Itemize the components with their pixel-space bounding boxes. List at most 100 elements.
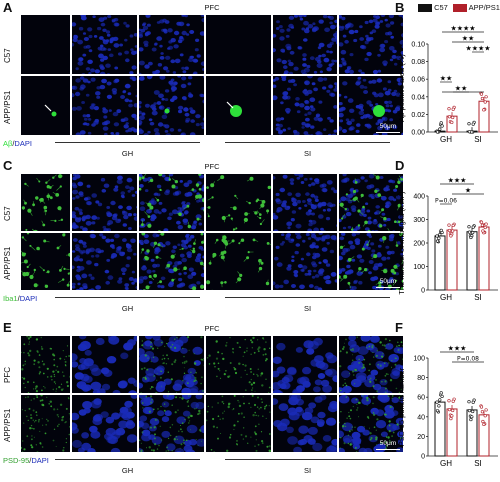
data-point [437, 236, 441, 240]
micrograph-image [206, 336, 271, 393]
data-point [483, 100, 487, 104]
panel-letter-a: A [3, 0, 13, 15]
y-tick-label: 0.04 [411, 94, 425, 101]
micrograph-tile [272, 394, 338, 453]
micrograph-tile [338, 75, 404, 136]
bar [446, 229, 458, 291]
micrograph-tile [20, 173, 71, 232]
data-point [479, 92, 484, 96]
stain-label-separator: / [12, 139, 15, 148]
y-tick-label: 0.08 [411, 59, 425, 66]
y-axis-label: The number of microglia (mm2) [397, 191, 406, 295]
micrograph-tile [71, 335, 138, 394]
data-point [482, 108, 486, 112]
micrograph-tile [20, 232, 71, 291]
micrograph-tile [138, 173, 205, 232]
y-tick-label: 0 [421, 454, 425, 461]
data-point [471, 409, 475, 414]
y-tick-label: 0 [421, 288, 425, 295]
micrograph-tile [272, 335, 338, 394]
y-tick-label: 300 [413, 217, 425, 224]
micrograph-image [139, 15, 204, 74]
data-point [447, 115, 452, 119]
micrograph-image [206, 174, 271, 231]
micrograph-tile [71, 232, 138, 291]
data-point [484, 408, 488, 412]
y-axis-label: PSD-95 puncta number [397, 367, 406, 446]
panel-e-row-label: PFC [3, 366, 12, 383]
data-point [470, 415, 474, 419]
significance-label: P=0.06 [435, 198, 457, 205]
micrograph-image [139, 76, 204, 135]
data-point [449, 234, 453, 238]
data-point [449, 417, 453, 421]
micrograph-image [339, 233, 403, 290]
y-tick-label: 100 [413, 264, 425, 271]
micrograph-tile [71, 75, 138, 136]
data-point [467, 400, 471, 404]
data-point [435, 234, 439, 238]
significance-label: ★★★ [448, 345, 467, 353]
panel-a-title: PFC [204, 3, 220, 12]
stain-label-marker: PSD-95 [3, 456, 30, 465]
micrograph-image [339, 336, 403, 393]
data-point [438, 233, 442, 237]
panel-letter-d: D [395, 158, 405, 173]
group-line [225, 459, 390, 460]
y-tick-label: 200 [413, 241, 425, 248]
micrograph-tile [338, 335, 404, 394]
data-point [481, 419, 485, 424]
data-point [447, 107, 451, 111]
data-point [447, 228, 452, 233]
micrograph-tile [205, 394, 272, 453]
group-line [225, 142, 390, 143]
micrograph-tile [205, 173, 272, 232]
significance-label: ★ [465, 187, 471, 195]
micrograph-image [339, 15, 403, 74]
data-point [484, 222, 488, 226]
scale-bar-label: 50μm [379, 123, 397, 130]
stain-label-marker: Aβ [3, 139, 13, 148]
micrograph-tile [272, 173, 338, 232]
micrograph-tile [205, 14, 272, 75]
data-point [467, 230, 472, 234]
micrograph-tile [138, 14, 205, 75]
bar [478, 100, 490, 133]
micrograph-image [21, 233, 70, 290]
micrograph-tile [20, 394, 71, 453]
group-line [55, 142, 200, 143]
y-tick-label: 100 [413, 356, 425, 363]
micrograph-image [21, 174, 70, 231]
micrograph-image [339, 174, 403, 231]
y-tick-label: 40 [417, 414, 425, 421]
data-point [439, 228, 443, 233]
group-line [55, 297, 200, 298]
data-point [481, 229, 485, 233]
micrograph-tile [338, 14, 404, 75]
group-label: SI [303, 149, 312, 158]
data-point [482, 422, 486, 427]
data-point [435, 239, 440, 243]
bar [434, 235, 446, 291]
panel-c-title: PFC [204, 162, 220, 171]
data-point [451, 115, 455, 120]
significance-label: ★★ [462, 35, 475, 43]
data-point [467, 130, 472, 134]
data-point [467, 225, 471, 229]
scale-bar [376, 287, 400, 288]
micrograph-image [139, 336, 204, 393]
data-point [438, 398, 442, 402]
data-point [435, 409, 440, 413]
legend-label-app: APP/PS1 [468, 3, 500, 12]
panel-c-row-label: APP/PS1 [3, 246, 12, 280]
x-tick-label: SI [474, 135, 482, 144]
micrograph-tile [20, 75, 71, 136]
data-point [450, 414, 454, 418]
micrograph-tile [71, 394, 138, 453]
chart-legend: C57 APP/PS1 [418, 3, 500, 13]
data-point [471, 400, 475, 404]
group-label: SI [303, 304, 312, 313]
data-point [440, 124, 444, 128]
micrograph-image [206, 395, 271, 452]
data-point [469, 235, 473, 240]
